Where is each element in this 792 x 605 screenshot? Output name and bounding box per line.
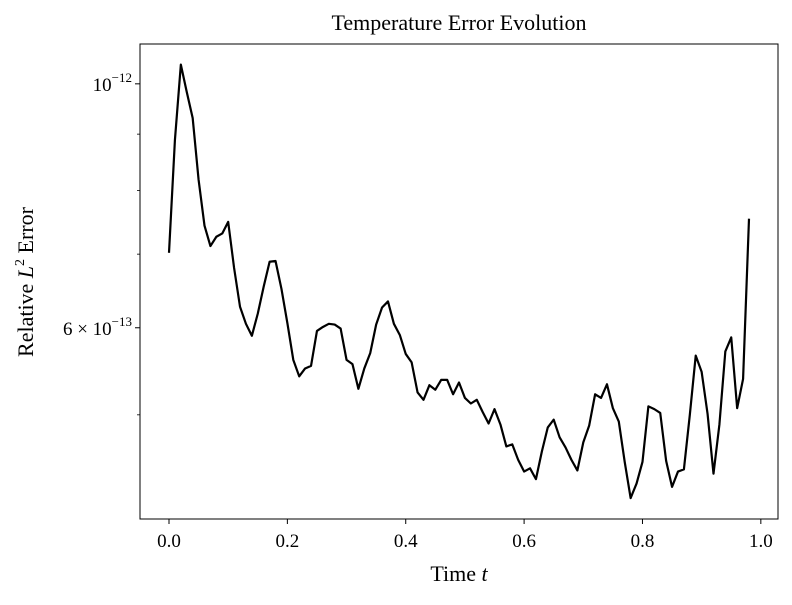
x-tick-label: 0.0 (157, 531, 181, 552)
y-tick-exponent: −12 (112, 70, 132, 85)
y-tick-label: 6 × 10−13 (63, 314, 132, 340)
y-axis-label: Relative L2 Error (13, 206, 38, 357)
y-tick-base: 10 (93, 75, 112, 96)
plot-frame (139, 43, 779, 520)
y-label-text: Relative (13, 284, 38, 357)
y-label-rest: Error (13, 206, 38, 253)
x-tick-label: 0.6 (512, 531, 536, 552)
x-tick-label: 0.4 (394, 531, 418, 552)
x-tick-label: 0.8 (631, 531, 655, 552)
y-label-exponent: 2 (13, 259, 28, 266)
x-tick-label: 1.0 (749, 531, 773, 552)
y-tick-label: 10−12 (93, 70, 132, 96)
x-label-symbol: t (482, 561, 489, 586)
x-tick-label: 0.2 (275, 531, 299, 552)
y-tick-exponent: −13 (112, 314, 132, 329)
x-axis-label: Time t (430, 561, 488, 586)
line (167, 63, 751, 500)
x-label-text: Time (430, 561, 476, 586)
chart-title: Temperature Error Evolution (331, 10, 586, 35)
y-label-symbol: L (13, 266, 38, 279)
y-tick-base: 6 × 10 (63, 319, 112, 340)
